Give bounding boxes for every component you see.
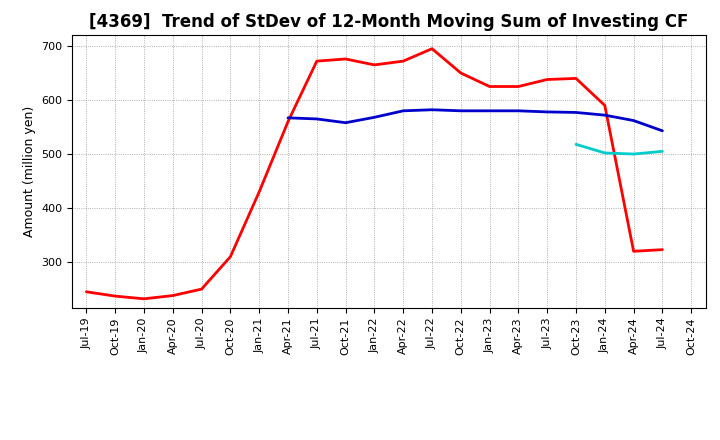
3 Years [82,289,91,294]
Title: [4369]  Trend of StDev of 12-Month Moving Sum of Investing CF: [4369] Trend of StDev of 12-Month Moving… [89,13,688,31]
3 Years [284,119,292,124]
7 Years [658,149,667,154]
3 Years [514,84,523,89]
3 Years [485,84,494,89]
5 Years [456,108,465,114]
3 Years [312,59,321,64]
5 Years [600,113,609,118]
5 Years [658,128,667,133]
3 Years [255,189,264,194]
5 Years [485,108,494,114]
7 Years [572,142,580,147]
5 Years [629,118,638,123]
3 Years [629,249,638,254]
3 Years [600,103,609,108]
3 Years [168,293,177,298]
5 Years [428,107,436,112]
5 Years [543,109,552,114]
3 Years [456,70,465,76]
5 Years [370,115,379,120]
Line: 3 Years: 3 Years [86,49,662,299]
5 Years [341,120,350,125]
5 Years [284,115,292,121]
3 Years [543,77,552,82]
3 Years [428,46,436,51]
3 Years [111,293,120,299]
Line: 7 Years: 7 Years [576,144,662,154]
3 Years [140,296,148,301]
3 Years [226,254,235,259]
5 Years [312,116,321,121]
Line: 5 Years: 5 Years [288,110,662,131]
3 Years [572,76,580,81]
Y-axis label: Amount (million yen): Amount (million yen) [22,106,35,237]
3 Years [197,286,206,292]
3 Years [341,56,350,62]
7 Years [629,151,638,157]
5 Years [572,110,580,115]
3 Years [399,59,408,64]
3 Years [658,247,667,252]
5 Years [514,108,523,114]
3 Years [370,62,379,68]
5 Years [399,108,408,114]
7 Years [600,150,609,156]
